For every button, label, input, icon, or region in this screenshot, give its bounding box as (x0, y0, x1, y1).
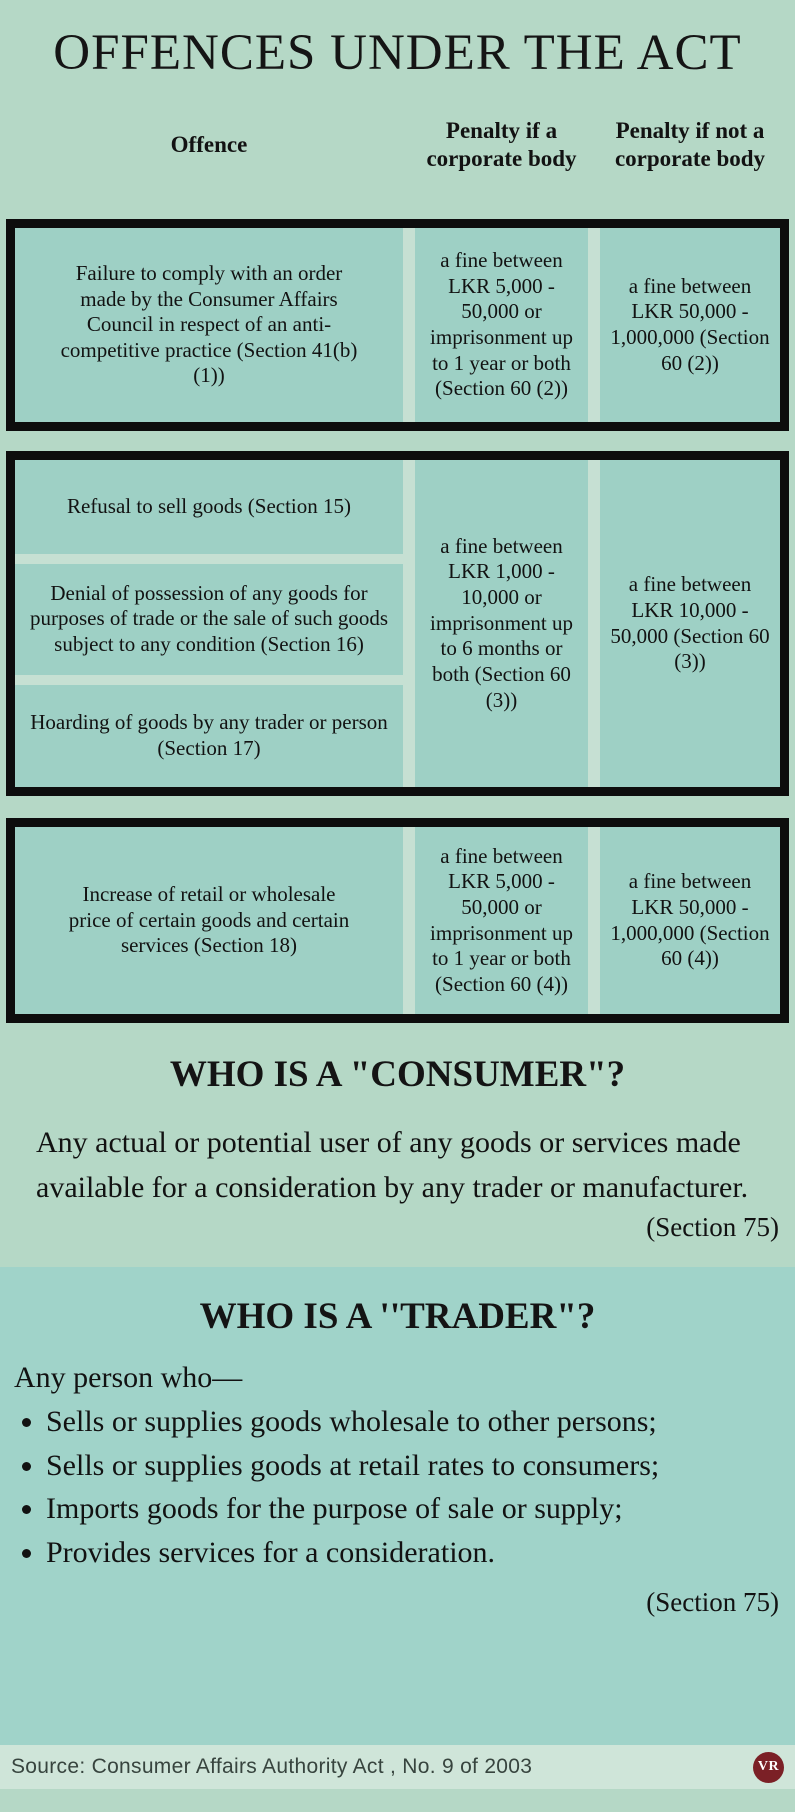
offence-cell: Refusal to sell goods (Section 15) (15, 460, 403, 554)
consumer-definition-section: WHO IS A "CONSUMER"? Any actual or poten… (0, 1023, 795, 1243)
trader-bullet-item: Imports goods for the purpose of sale or… (46, 1491, 775, 1528)
table-row-group-3: Increase of retail or wholesale price of… (6, 818, 789, 1023)
penalty-corporate-cell: a fine between LKR 1,000 - 10,000 or imp… (415, 460, 588, 787)
source-text: Source: Consumer Affairs Authority Act ,… (11, 1755, 533, 1778)
trader-bullet-item: Sells or supplies goods at retail rates … (46, 1448, 775, 1485)
page-title: OFFENCES UNDER THE ACT (53, 25, 742, 81)
penalty-not-corporate-cell: a fine between LKR 50,000 - 1,000,000 (S… (600, 228, 780, 422)
source-footer: Source: Consumer Affairs Authority Act ,… (0, 1745, 795, 1789)
trader-definition-section: WHO IS A ''TRADER"? Any person who— Sell… (0, 1267, 795, 1745)
consumer-section-heading: WHO IS A "CONSUMER"? (169, 1054, 626, 1095)
column-header-penalty-not-corporate: Penalty if not a corporate body (614, 118, 766, 171)
offence-cell: Hoarding of goods by any trader or perso… (15, 684, 403, 787)
consumer-definition-text: Any actual or potential user of any good… (36, 1126, 749, 1204)
trader-intro-text: Any person who— (14, 1361, 243, 1394)
penalty-corporate-cell: a fine between LKR 5,000 - 50,000 or imp… (415, 827, 588, 1014)
penalty-corporate-cell: a fine between LKR 5,000 - 50,000 or imp… (415, 228, 588, 422)
table-row-group-1: Failure to comply with an order made by … (6, 219, 789, 431)
trader-bullet-list: Sells or supplies goods wholesale to oth… (0, 1404, 775, 1571)
table-row-group-2: Refusal to sell goods (Section 15) Denia… (6, 451, 789, 796)
consumer-section-reference: (Section 75) (646, 1212, 779, 1242)
trader-bullet-item: Provides services for a consideration. (46, 1535, 775, 1572)
offence-cell: Increase of retail or wholesale price of… (15, 827, 403, 1014)
offence-cell: Failure to comply with an order made by … (15, 228, 403, 422)
column-header-penalty-corporate: Penalty if a corporate body (426, 118, 577, 171)
table-header-row: Offence Penalty if a corporate body Pena… (15, 116, 780, 174)
column-header-offence: Offence (170, 132, 248, 158)
trader-bullet-item: Sells or supplies goods wholesale to oth… (46, 1404, 775, 1441)
trader-section-reference: (Section 75) (646, 1587, 779, 1618)
trader-section-heading: WHO IS A ''TRADER"? (199, 1296, 596, 1337)
offence-stack: Refusal to sell goods (Section 15) Denia… (15, 460, 403, 787)
offence-cell: Denial of possession of any goods for pu… (15, 563, 403, 675)
penalty-not-corporate-cell: a fine between LKR 50,000 - 1,000,000 (S… (600, 827, 780, 1014)
penalty-not-corporate-cell: a fine between LKR 10,000 - 50,000 (Sect… (600, 460, 780, 787)
brand-logo-icon: VR (753, 1751, 784, 1783)
